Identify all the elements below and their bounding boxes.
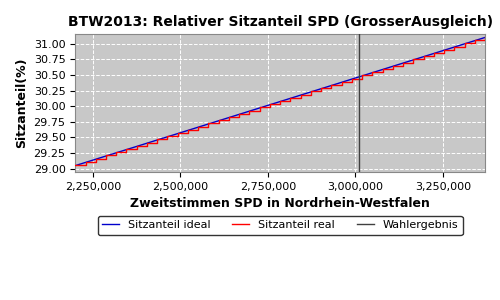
Sitzanteil real	[431, 54, 437, 58]
Sitzanteil real	[441, 48, 447, 52]
Sitzanteil real	[410, 61, 416, 64]
Sitzanteil real	[380, 70, 386, 74]
Sitzanteil ideal	[418, 56, 424, 59]
Sitzanteil ideal	[74, 164, 80, 167]
Sitzanteil real	[72, 163, 78, 167]
Sitzanteil real	[328, 83, 334, 87]
Sitzanteil real	[482, 35, 488, 39]
X-axis label: Zweitstimmen SPD in Nordrhein-Westfalen: Zweitstimmen SPD in Nordrhein-Westfalen	[130, 197, 430, 210]
Sitzanteil ideal	[323, 85, 329, 89]
Sitzanteil ideal	[316, 88, 322, 91]
Sitzanteil ideal	[482, 36, 488, 39]
Line: Sitzanteil ideal: Sitzanteil ideal	[76, 38, 485, 166]
Y-axis label: Sitzanteil(%): Sitzanteil(%)	[15, 58, 28, 148]
Sitzanteil ideal	[444, 48, 450, 51]
Legend: Sitzanteil ideal, Sitzanteil real, Wahlergebnis: Sitzanteil ideal, Sitzanteil real, Wahle…	[98, 216, 462, 235]
Sitzanteil real	[298, 93, 304, 96]
Sitzanteil ideal	[315, 88, 321, 92]
Title: BTW2013: Relativer Sitzanteil SPD (GrosserAusgleich): BTW2013: Relativer Sitzanteil SPD (Gross…	[68, 15, 492, 29]
Sitzanteil ideal	[72, 164, 78, 167]
Line: Sitzanteil real: Sitzanteil real	[76, 37, 485, 165]
